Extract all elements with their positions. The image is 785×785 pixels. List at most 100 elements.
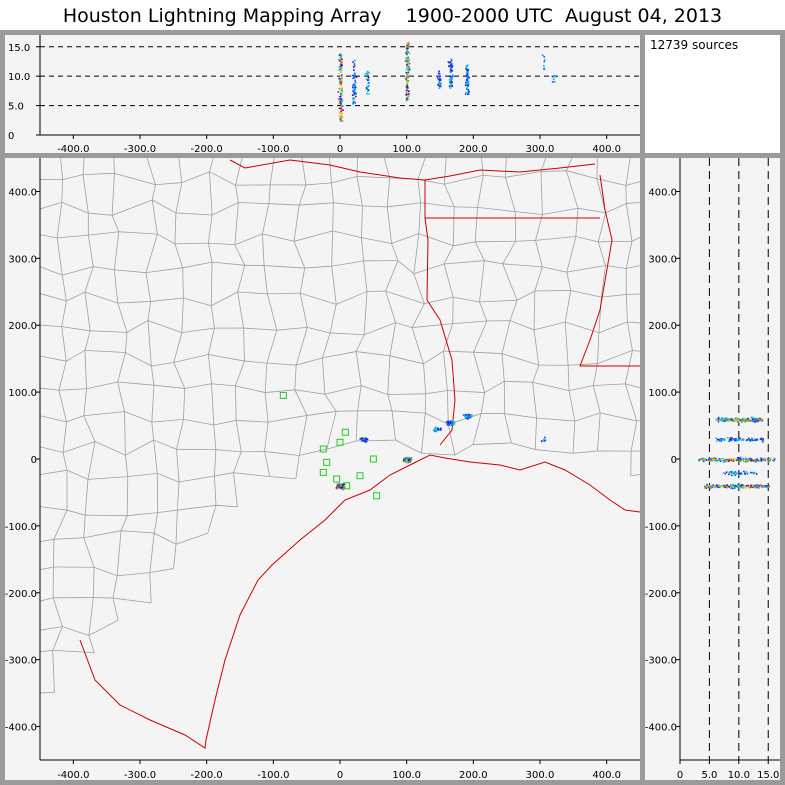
altitude-source-point — [405, 99, 408, 102]
county-line — [93, 566, 118, 577]
ns-source-point — [747, 439, 750, 441]
ns-source-point — [746, 484, 748, 487]
ns-source-point — [768, 461, 770, 463]
county-line — [626, 201, 640, 204]
ns-source-point — [731, 458, 734, 461]
county-line — [509, 320, 535, 331]
ns-source-point — [742, 457, 744, 460]
altitude-source-point — [354, 101, 356, 104]
ns-source-point — [705, 487, 708, 490]
altitude-source-point — [551, 75, 554, 78]
county-line — [300, 292, 337, 305]
map-source-point — [464, 415, 466, 417]
county-line — [540, 158, 547, 172]
county-line — [175, 510, 178, 545]
county-line — [83, 515, 86, 538]
ns-source-point — [742, 458, 745, 461]
county-line — [262, 203, 270, 234]
map-source-point — [341, 486, 344, 488]
county-boundaries — [40, 158, 640, 694]
county-line — [157, 472, 180, 483]
county-line — [502, 241, 516, 265]
ns-source-point — [773, 458, 776, 461]
ns-source-point — [728, 486, 731, 488]
altitude-source-point — [543, 67, 546, 70]
county-line — [355, 334, 365, 352]
ns-source-point — [725, 417, 728, 420]
county-line — [387, 393, 426, 395]
county-line — [474, 207, 478, 242]
altitude-source-point — [405, 91, 408, 94]
county-line — [418, 233, 454, 247]
altitude-source-point — [438, 73, 441, 76]
altitude-source-point — [338, 114, 340, 117]
altitude-source-point — [450, 79, 452, 81]
ns-source-point — [701, 457, 703, 460]
map-source-point — [409, 458, 412, 461]
county-line — [264, 265, 305, 269]
county-line — [299, 293, 308, 328]
ns-source-point — [730, 470, 733, 473]
altitude-source-point — [449, 64, 452, 67]
county-line — [417, 179, 422, 203]
county-line — [332, 230, 362, 239]
map-source-point — [409, 459, 412, 462]
ns-source-point — [745, 439, 748, 442]
ns-source-point — [740, 472, 743, 475]
county-line — [61, 201, 89, 214]
altitude-source-point — [408, 52, 411, 55]
altitude-source-point — [406, 49, 409, 51]
county-line — [146, 158, 156, 185]
altitude-x-tick-label: 200.0 — [459, 144, 488, 155]
county-line — [153, 440, 158, 474]
county-line — [149, 572, 152, 603]
county-line — [605, 265, 627, 269]
ns-source-point — [742, 459, 745, 462]
ns-source-point — [724, 418, 727, 420]
county-line — [600, 412, 637, 422]
county-line — [363, 260, 368, 292]
map-source-point — [339, 485, 342, 488]
ns-source-point — [717, 438, 719, 441]
altitude-source-point — [340, 75, 342, 78]
map-y-tick-label: -400.0 — [5, 723, 37, 734]
ns-source-point — [741, 439, 743, 441]
map-x-tick-label: 400.0 — [592, 770, 621, 781]
county-line — [175, 532, 208, 545]
ns-source-point — [739, 460, 741, 462]
county-line — [183, 418, 214, 426]
altitude-source-point — [351, 74, 354, 77]
county-line — [117, 301, 151, 304]
ns-source-point — [708, 458, 710, 461]
county-line — [82, 172, 115, 176]
map-source-point — [363, 439, 366, 442]
county-line — [208, 242, 235, 246]
altitude-source-point — [339, 82, 341, 85]
county-line — [299, 268, 306, 294]
altitude-source-point — [405, 52, 407, 54]
ns-source-point — [757, 417, 760, 420]
county-line — [385, 260, 399, 292]
frame-bottom-bar — [0, 780, 785, 785]
county-line — [82, 174, 89, 214]
ns-source-point — [757, 487, 760, 489]
altitude-source-point — [339, 57, 342, 60]
county-line — [83, 411, 125, 417]
ns-source-point — [724, 420, 726, 422]
altitude-source-point — [352, 66, 355, 68]
altitude-source-point — [406, 83, 409, 86]
county-line — [420, 202, 455, 208]
altitude-source-point — [406, 93, 409, 95]
ns-source-point — [730, 472, 733, 474]
county-line — [269, 476, 296, 480]
ns-y-tick-label: -200.0 — [645, 589, 677, 600]
altitude-source-point — [405, 89, 408, 92]
county-line — [209, 171, 213, 216]
altitude-x-tick-label: 300.0 — [526, 144, 555, 155]
map-source-point — [465, 414, 468, 417]
altitude-panel-background — [5, 35, 640, 153]
ns-source-point — [769, 457, 772, 460]
ns-source-point — [724, 459, 727, 462]
ns-source-point — [762, 458, 765, 461]
map-source-point — [447, 420, 449, 423]
